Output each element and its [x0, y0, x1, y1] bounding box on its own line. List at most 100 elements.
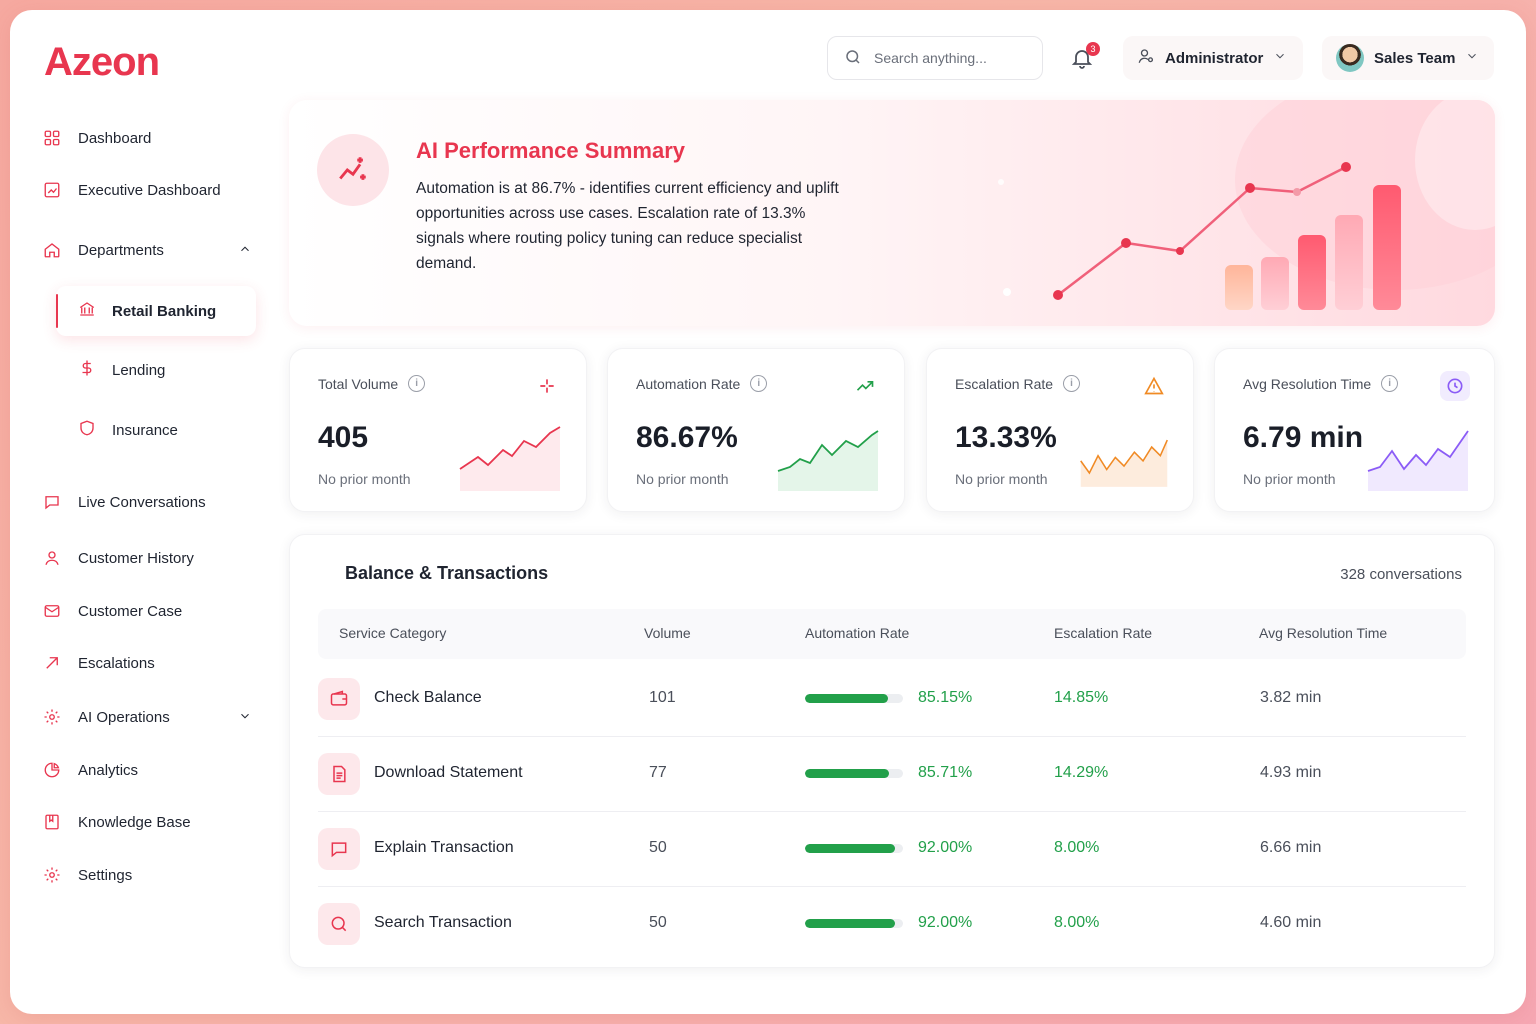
chevron-up-icon[interactable]: [238, 242, 252, 260]
team-dropdown[interactable]: Sales Team: [1322, 36, 1494, 80]
info-icon[interactable]: i: [1381, 375, 1399, 392]
kpi-sub: No prior month: [636, 471, 729, 487]
role-label: Administrator: [1165, 49, 1264, 67]
info-icon[interactable]: i: [1063, 375, 1081, 392]
automation-bar: [805, 694, 903, 703]
kpi-avg-resolution-time[interactable]: Avg Resolution Time i 6.79 min No prior m…: [1214, 348, 1495, 512]
table-row[interactable]: Explain Transaction 50 92.00% 8.00% 6.66…: [318, 812, 1466, 887]
search-input[interactable]: Search anything...: [827, 36, 1043, 80]
app-window: Azeon Dashboard Executive Dashboard Depa…: [10, 10, 1526, 1014]
sidebar-item-knowledge-base[interactable]: Knowledge Base: [42, 807, 252, 837]
conversation-count: 328 conversations: [1340, 566, 1462, 583]
trend-up-icon: [850, 371, 880, 401]
info-icon[interactable]: i: [750, 375, 768, 392]
sidebar-item-analytics[interactable]: Analytics: [42, 755, 252, 785]
service-name: Check Balance: [374, 689, 482, 706]
escalation-value: 8.00%: [1054, 839, 1100, 856]
automation-value: 92.00%: [918, 839, 973, 856]
kpi-sub: No prior month: [955, 471, 1048, 487]
summary-title: AI Performance Summary: [416, 138, 685, 163]
kpi-value: 405: [318, 421, 369, 454]
pie-icon: [42, 760, 62, 780]
warning-icon: [1139, 371, 1169, 401]
kpi-value: 86.67%: [636, 421, 738, 454]
table-row[interactable]: Check Balance 101 85.15% 14.85% 3.82 min: [318, 662, 1466, 737]
kpi-title: Escalation Rate: [955, 375, 1054, 392]
clock-icon: [1440, 371, 1470, 401]
column-header[interactable]: Avg Resolution Time: [1259, 625, 1388, 641]
summary-text: Automation is at 86.7% - identifies curr…: [416, 180, 839, 272]
volume-value: 77: [649, 764, 667, 781]
gear-icon: [42, 707, 62, 727]
table-row[interactable]: Download Statement 77 85.71% 14.29% 4.93…: [318, 737, 1466, 812]
role-dropdown[interactable]: Administrator: [1123, 36, 1303, 80]
user-icon: [42, 548, 62, 568]
sidebar-item-settings[interactable]: Settings: [42, 860, 252, 890]
chat-icon: [42, 492, 62, 512]
sidebar-item-dashboard[interactable]: Dashboard: [42, 123, 252, 153]
bell-icon: [1070, 50, 1094, 74]
kpi-automation-rate[interactable]: Automation Rate i 86.67% No prior month: [607, 348, 905, 512]
notification-badge: 3: [1086, 42, 1100, 56]
search-icon: [318, 903, 360, 945]
escalation-value: 14.29%: [1054, 764, 1109, 781]
sidebar-subitem-retail-banking[interactable]: Retail Banking: [56, 286, 256, 336]
escalation-value: 8.00%: [1054, 914, 1100, 931]
automation-bar: [805, 769, 903, 778]
sidebar-item-live-conversations[interactable]: Live Conversations: [42, 487, 252, 517]
search-icon: [844, 48, 862, 69]
automation-value: 92.00%: [918, 914, 973, 931]
arrow-up-right-icon: [42, 653, 62, 673]
notifications-button[interactable]: 3: [1070, 42, 1100, 74]
resolution-value: 6.66 min: [1260, 839, 1322, 856]
kpi-total-volume[interactable]: Total Volume i 405 No prior month: [289, 348, 587, 512]
sparkline: [1080, 439, 1168, 487]
column-header[interactable]: Volume: [644, 625, 691, 641]
column-header[interactable]: Escalation Rate: [1054, 625, 1153, 641]
column-header[interactable]: Service Category: [339, 625, 447, 641]
sidebar-subitem-label: Lending: [112, 361, 166, 379]
sidebar-item-ai-operations[interactable]: AI Operations: [42, 702, 252, 732]
sidebar-item-customer-case[interactable]: Customer Case: [42, 596, 252, 626]
sidebar-subitem-lending[interactable]: Lending: [56, 345, 256, 395]
sidebar-item-escalations[interactable]: Escalations: [42, 648, 252, 678]
chevron-down-icon[interactable]: [238, 709, 252, 727]
banner-illustration: [998, 100, 1495, 310]
sidebar-item-label: Executive Dashboard: [78, 181, 221, 199]
kpi-title: Total Volume: [318, 375, 399, 392]
sidebar-item-label: Dashboard: [78, 129, 152, 147]
service-name: Download Statement: [374, 764, 523, 781]
info-icon[interactable]: i: [408, 375, 426, 392]
kpi-title: Avg Resolution Time: [1243, 375, 1372, 392]
volume-value: 101: [649, 689, 676, 706]
sidebar-item-label: Knowledge Base: [78, 813, 191, 831]
automation-value: 85.15%: [918, 689, 973, 706]
table-header: Service Category Volume Automation Rate …: [318, 609, 1466, 659]
resolution-value: 4.93 min: [1260, 764, 1322, 781]
shield-icon: [78, 419, 96, 441]
chevron-down-icon: [1273, 49, 1287, 67]
logo[interactable]: Azeon: [44, 40, 160, 84]
table-title: Balance & Transactions: [345, 563, 549, 583]
sidebar-item-departments[interactable]: Departments: [42, 235, 252, 265]
balance-transactions-table: Balance & Transactions 328 conversations…: [289, 534, 1495, 968]
sidebar-item-label: Departments: [78, 241, 164, 259]
chevron-down-icon: [1465, 49, 1479, 67]
gear-icon: [42, 865, 62, 885]
escalation-value: 14.85%: [1054, 689, 1109, 706]
sidebar-item-customer-history[interactable]: Customer History: [42, 543, 252, 573]
team-label: Sales Team: [1374, 49, 1456, 67]
sparkline: [777, 430, 879, 491]
sidebar-item-label: Settings: [78, 866, 133, 884]
column-header[interactable]: Automation Rate: [805, 625, 910, 641]
automation-value: 85.71%: [918, 764, 973, 781]
search-placeholder: Search anything...: [874, 50, 987, 66]
sidebar-item-label: AI Operations: [78, 708, 170, 726]
table-row[interactable]: Search Transaction 50 92.00% 8.00% 4.60 …: [318, 887, 1466, 962]
sidebar-subitem-label: Retail Banking: [112, 302, 217, 320]
resolution-value: 4.60 min: [1260, 914, 1322, 931]
home-icon: [42, 240, 62, 260]
sidebar-item-executive-dashboard[interactable]: Executive Dashboard: [42, 175, 252, 205]
sidebar-subitem-insurance[interactable]: Insurance: [56, 405, 256, 455]
kpi-escalation-rate[interactable]: Escalation Rate i 13.33% No prior month: [926, 348, 1194, 512]
